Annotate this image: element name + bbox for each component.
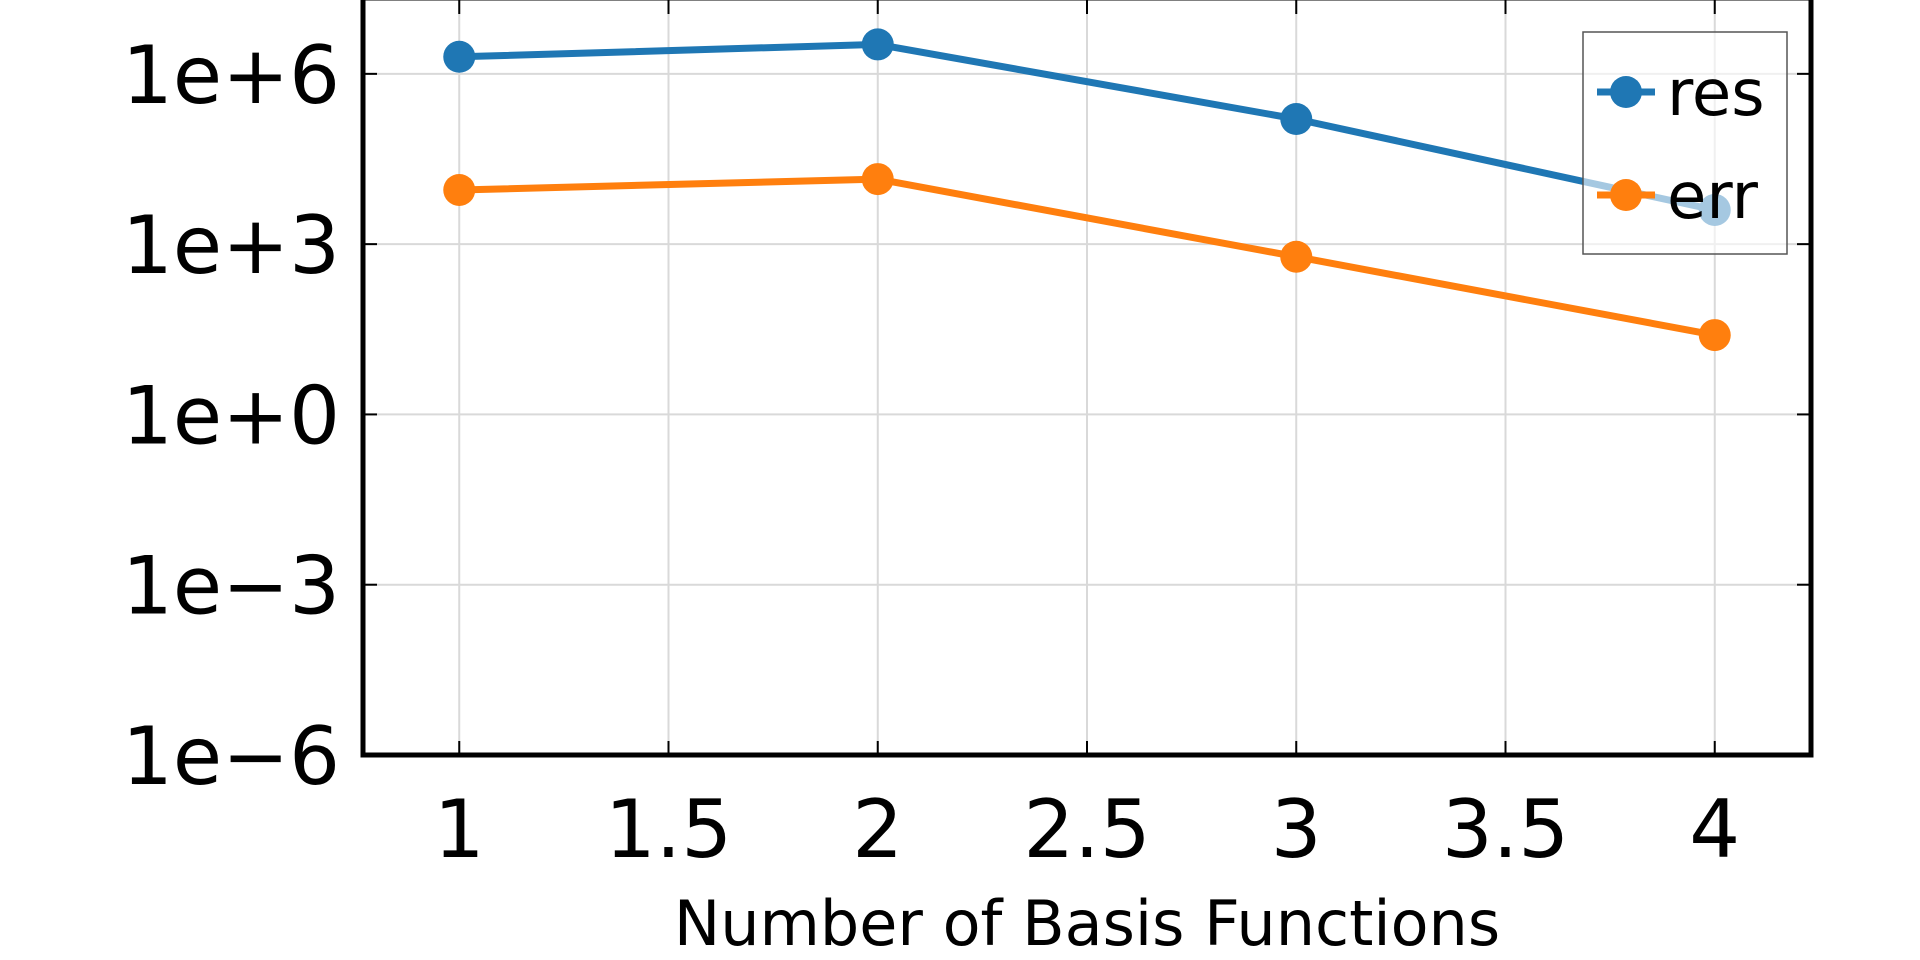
y-tick-label: 1e−6 — [122, 710, 340, 803]
x-tick-label: 1.5 — [605, 783, 732, 876]
data-point-res — [443, 40, 476, 73]
y-tick-label: 1e+3 — [122, 199, 340, 292]
legend-entry-res: res — [1597, 57, 1765, 131]
axis-ticks — [363, 0, 1811, 756]
x-tick-label: 2.5 — [1023, 783, 1150, 876]
series-err — [443, 163, 1731, 352]
y-tick-label: 1e−3 — [122, 540, 340, 633]
x-axis-title: Number of Basis Functions — [674, 887, 1500, 960]
data-point-err — [1280, 240, 1313, 273]
legend-label-res: res — [1667, 57, 1765, 131]
y-tick-label: 1e+0 — [122, 369, 340, 462]
x-tick-labels: 1 1.5 2 2.5 3 3.5 4 — [434, 783, 1740, 876]
data-point-err — [443, 173, 476, 206]
legend-entries: res err — [1597, 57, 1765, 234]
x-tick-label: 3 — [1271, 783, 1322, 876]
legend-marker-res — [1610, 76, 1642, 108]
data-point-res — [1280, 103, 1313, 136]
x-tick-label: 4 — [1689, 783, 1740, 876]
plot-frame — [360, 0, 1814, 758]
data-point-err — [861, 163, 894, 196]
x-tick-label: 3.5 — [1442, 783, 1569, 876]
series-res — [443, 28, 1731, 226]
series-line-res — [459, 40, 1716, 214]
y-tick-labels: 1e−6 1e−3 1e+0 1e+3 1e+6 — [122, 29, 340, 803]
series-line-err — [459, 175, 1716, 339]
legend-marker-err — [1610, 179, 1642, 211]
series-layer — [443, 28, 1731, 352]
y-tick-label: 1e+6 — [122, 29, 340, 122]
x-tick-label: 1 — [434, 783, 485, 876]
data-point-err — [1698, 319, 1731, 352]
data-point-res — [861, 28, 894, 61]
legend: res err — [1582, 31, 1788, 255]
x-tick-label: 2 — [852, 783, 903, 876]
legend-box — [1582, 31, 1788, 255]
legend-entry-err: err — [1597, 160, 1759, 234]
legend-label-err: err — [1667, 160, 1759, 234]
grid-lines — [363, 0, 1811, 756]
